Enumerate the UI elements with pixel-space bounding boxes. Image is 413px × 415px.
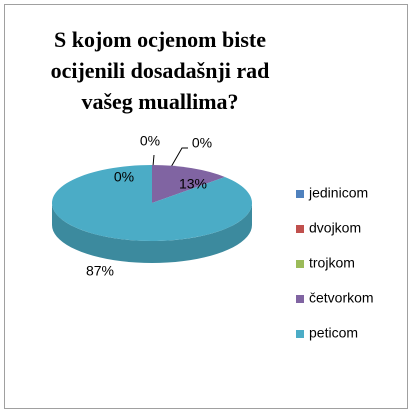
- chart-title: S kojom ocjenom biste ocijenili dosadašn…: [50, 27, 270, 114]
- pie-slice: [51, 165, 252, 241]
- legend-label: jedinicom: [308, 185, 368, 201]
- legend-swatch: [296, 190, 304, 198]
- data-label: 13%: [179, 176, 207, 192]
- data-label: 0%: [140, 133, 160, 149]
- legend-swatch: [296, 295, 304, 303]
- legend-label: trojkom: [309, 255, 355, 271]
- legend-label: dvojkom: [309, 220, 361, 236]
- legend-swatch: [296, 225, 304, 233]
- legend-label: peticom: [309, 325, 358, 341]
- legend-label: četvorkom: [309, 290, 374, 306]
- pie-side: [52, 203, 252, 263]
- legend-swatch: [296, 260, 304, 268]
- legend-swatch: [296, 330, 304, 338]
- data-label: 0%: [192, 135, 212, 151]
- data-label: 87%: [86, 263, 114, 279]
- pie-slice: [152, 165, 225, 203]
- data-label: 0%: [114, 169, 134, 185]
